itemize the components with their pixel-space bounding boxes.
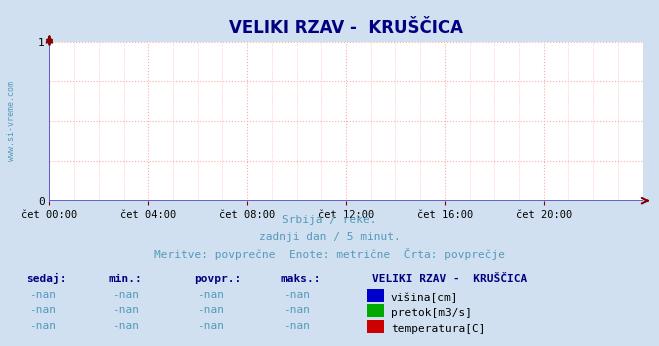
Text: Srbija / reke.: Srbija / reke.	[282, 215, 377, 225]
Text: -nan: -nan	[283, 321, 310, 331]
Text: temperatura[C]: temperatura[C]	[391, 324, 485, 334]
Text: maks.:: maks.:	[280, 274, 320, 284]
Text: -nan: -nan	[283, 290, 310, 300]
Text: pretok[m3/s]: pretok[m3/s]	[391, 308, 472, 318]
Text: sedaj:: sedaj:	[26, 273, 67, 284]
Text: Meritve: povprečne  Enote: metrične  Črta: povprečje: Meritve: povprečne Enote: metrične Črta:…	[154, 248, 505, 260]
Text: -nan: -nan	[283, 305, 310, 315]
Text: -nan: -nan	[30, 321, 56, 331]
Text: -nan: -nan	[112, 305, 138, 315]
Text: min.:: min.:	[109, 274, 142, 284]
Text: VELIKI RZAV -  KRUŠČICA: VELIKI RZAV - KRUŠČICA	[372, 274, 528, 284]
Text: www.si-vreme.com: www.si-vreme.com	[7, 81, 16, 161]
Title: VELIKI RZAV -  KRUŠČICA: VELIKI RZAV - KRUŠČICA	[229, 19, 463, 37]
Text: -nan: -nan	[30, 290, 56, 300]
Text: -nan: -nan	[112, 321, 138, 331]
Text: povpr.:: povpr.:	[194, 274, 242, 284]
Text: -nan: -nan	[198, 290, 224, 300]
Text: višina[cm]: višina[cm]	[391, 292, 458, 303]
Text: zadnji dan / 5 minut.: zadnji dan / 5 minut.	[258, 233, 401, 243]
Text: -nan: -nan	[30, 305, 56, 315]
Text: -nan: -nan	[198, 305, 224, 315]
Text: -nan: -nan	[112, 290, 138, 300]
Text: -nan: -nan	[198, 321, 224, 331]
